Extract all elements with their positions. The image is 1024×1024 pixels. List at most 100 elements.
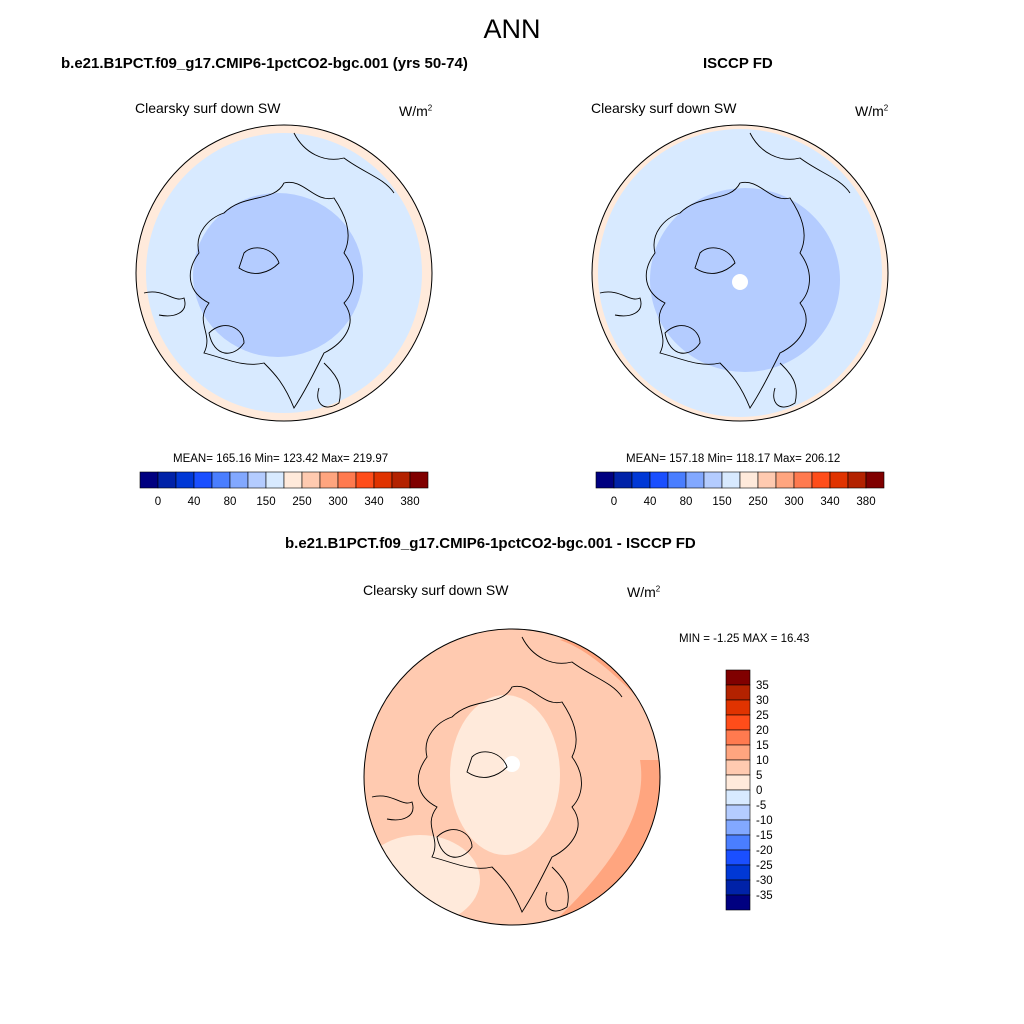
colorbar-box bbox=[725, 864, 751, 881]
colorbar-tick-label: 0 bbox=[611, 496, 617, 508]
colorbar-tick-label: 30 bbox=[756, 695, 769, 707]
colorbar-box bbox=[721, 471, 741, 489]
colorbar-box bbox=[685, 471, 705, 489]
colorbar-tick-label: 40 bbox=[188, 496, 201, 508]
colorbar-box bbox=[775, 471, 795, 489]
colorbar-box bbox=[865, 471, 885, 489]
colorbar-box bbox=[725, 684, 751, 701]
panel2-variable: Clearsky surf down SW bbox=[591, 100, 737, 116]
units-text: W/m bbox=[855, 103, 884, 119]
colorbar-box bbox=[725, 714, 751, 731]
colorbar-box bbox=[725, 849, 751, 866]
colorbar-obs: 0 40 80 150 250 300 340 380 bbox=[595, 471, 885, 508]
colorbar-tick-label: 20 bbox=[756, 725, 769, 737]
panel3-stats: MIN = -1.25 MAX = 16.43 bbox=[679, 633, 810, 645]
units-text: W/m bbox=[399, 103, 428, 119]
colorbar-box bbox=[811, 471, 831, 489]
colorbar-tick-label: 80 bbox=[680, 496, 693, 508]
colorbar-box bbox=[265, 471, 285, 489]
colorbar-tick-label: 250 bbox=[292, 496, 311, 508]
colorbar-tick-label: -25 bbox=[756, 860, 773, 872]
colorbar-tick-label: -10 bbox=[756, 815, 773, 827]
colorbar-box bbox=[725, 729, 751, 746]
map-obs-border bbox=[591, 124, 889, 422]
units-exp: 2 bbox=[883, 103, 889, 113]
colorbar-box bbox=[595, 471, 615, 489]
colorbar-tick-label: -5 bbox=[756, 800, 766, 812]
colorbar-tick-label: 25 bbox=[756, 710, 769, 722]
colorbar-box bbox=[725, 759, 751, 776]
colorbar-box bbox=[725, 804, 751, 821]
colorbar-box bbox=[373, 471, 393, 489]
colorbar-box bbox=[725, 744, 751, 761]
map-diff-border bbox=[363, 628, 661, 926]
colorbar-box bbox=[703, 471, 723, 489]
colorbar-tick-label: -35 bbox=[756, 890, 773, 902]
panel1-stats: MEAN= 165.16 Min= 123.42 Max= 219.97 bbox=[173, 453, 389, 465]
colorbar-tick-label: 340 bbox=[364, 496, 383, 508]
figure-title: ANN bbox=[483, 14, 541, 44]
colorbar-tick-label: -15 bbox=[756, 830, 773, 842]
panel1-variable: Clearsky surf down SW bbox=[135, 100, 281, 116]
panel3-heading: b.e21.B1PCT.f09_g17.CMIP6-1pctCO2-bgc.00… bbox=[285, 535, 696, 552]
colorbar-tick-label: 0 bbox=[756, 785, 762, 797]
colorbar-box bbox=[175, 471, 195, 489]
panel3-units: W/m2 bbox=[627, 584, 660, 600]
colorbar-box bbox=[247, 471, 267, 489]
colorbar-box bbox=[725, 789, 751, 806]
colorbar-box bbox=[355, 471, 375, 489]
map-obs bbox=[592, 125, 888, 421]
colorbar-tick-label: 10 bbox=[756, 755, 769, 767]
units-text: W/m bbox=[627, 584, 656, 600]
colorbar-box bbox=[793, 471, 813, 489]
colorbar-tick-label: 150 bbox=[712, 496, 731, 508]
colorbar-box bbox=[667, 471, 687, 489]
map-model bbox=[136, 125, 432, 421]
colorbar-tick-label: 300 bbox=[784, 496, 803, 508]
colorbar-tick-label: 150 bbox=[256, 496, 275, 508]
colorbar-box bbox=[725, 669, 751, 686]
units-exp: 2 bbox=[655, 584, 661, 594]
colorbar-box bbox=[757, 471, 777, 489]
colorbar-box bbox=[337, 471, 357, 489]
colorbar-tick-label: 15 bbox=[756, 740, 769, 752]
colorbar-box bbox=[739, 471, 759, 489]
colorbar-box bbox=[391, 471, 411, 489]
panel2-heading: ISCCP FD bbox=[703, 55, 773, 72]
map-model-border bbox=[135, 124, 433, 422]
colorbar-box bbox=[725, 774, 751, 791]
colorbar-box bbox=[283, 471, 303, 489]
colorbar-box bbox=[139, 471, 159, 489]
colorbar-box bbox=[649, 471, 669, 489]
colorbar-tick-label: 35 bbox=[756, 680, 769, 692]
colorbar-box bbox=[319, 471, 339, 489]
colorbar-box bbox=[725, 894, 751, 911]
colorbar-box bbox=[725, 699, 751, 716]
colorbar-tick-label: -20 bbox=[756, 845, 773, 857]
colorbar-tick-label: 0 bbox=[155, 496, 161, 508]
colorbar-box bbox=[157, 471, 177, 489]
colorbar-box bbox=[229, 471, 249, 489]
panel2-stats: MEAN= 157.18 Min= 118.17 Max= 206.12 bbox=[626, 453, 841, 465]
colorbar-tick-label: -30 bbox=[756, 875, 773, 887]
colorbar-box bbox=[211, 471, 231, 489]
colorbar-tick-label: 5 bbox=[756, 770, 762, 782]
colorbar-box bbox=[409, 471, 429, 489]
colorbar-box bbox=[613, 471, 633, 489]
colorbar-tick-label: 80 bbox=[224, 496, 237, 508]
colorbar-box bbox=[847, 471, 867, 489]
colorbar-box bbox=[829, 471, 849, 489]
colorbar-box bbox=[193, 471, 213, 489]
panel3-variable: Clearsky surf down SW bbox=[363, 582, 509, 598]
colorbar-model: 0 40 80 150 250 300 340 380 bbox=[139, 471, 429, 508]
panel1-heading: b.e21.B1PCT.f09_g17.CMIP6-1pctCO2-bgc.00… bbox=[61, 55, 468, 72]
colorbar-tick-label: 300 bbox=[328, 496, 347, 508]
colorbar-box bbox=[725, 834, 751, 851]
colorbar-tick-label: 40 bbox=[644, 496, 657, 508]
panel1-units: W/m2 bbox=[399, 103, 432, 119]
colorbar-tick-label: 380 bbox=[400, 496, 419, 508]
colorbar-box bbox=[631, 471, 651, 489]
units-exp: 2 bbox=[427, 103, 433, 113]
